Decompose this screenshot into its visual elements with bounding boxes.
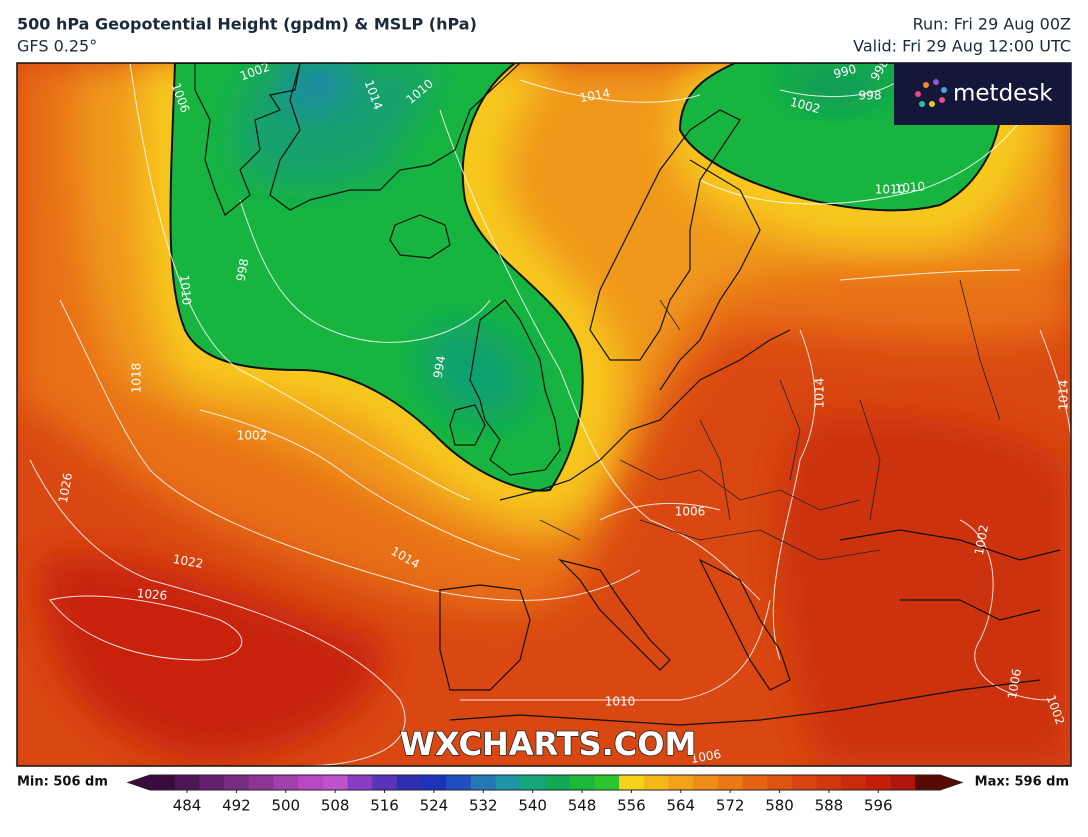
colorbar-swatch — [791, 775, 818, 790]
colorbar-swatch — [372, 775, 398, 790]
colorbar-arrow — [128, 775, 150, 790]
colorbar-swatch — [470, 775, 497, 790]
colorbar-swatch — [643, 775, 669, 790]
colorbar-swatch — [915, 775, 941, 790]
colorbar-swatch — [545, 775, 571, 790]
valid-time: Valid: Fri 29 Aug 12:00 UTC — [853, 37, 1071, 56]
colorbar-outline — [126, 774, 964, 791]
colorbar-swatch — [322, 775, 348, 790]
colorbar-tick-label: 484 — [173, 797, 202, 815]
colorbar: 484 492 500 508 516 524 532 540 548 556 564 572 580 5… — [126, 774, 964, 815]
subtitle: GFS 0.25° — [17, 37, 97, 56]
max-label: Max: 596 dm — [975, 775, 1069, 790]
colorbar-swatch — [150, 775, 176, 790]
colorbar-arrow — [940, 775, 962, 790]
colorbar-swatch — [347, 775, 373, 790]
colorbar-tick-label: 588 — [815, 797, 844, 815]
title: 500 hPa Geopotential Height (gpdm) & MSL… — [17, 15, 477, 34]
colorbar-tick-label: 572 — [716, 797, 745, 815]
min-label: Min: 506 dm — [17, 775, 108, 790]
logo: metdesk — [894, 63, 1071, 125]
colorbar-swatch — [816, 775, 842, 790]
colorbar-swatch — [619, 775, 645, 790]
colorbar-swatch — [569, 775, 595, 790]
isobar-label: 1014 — [1057, 380, 1071, 411]
isobar-label: 994 — [431, 354, 449, 379]
isobar-label: 1026 — [56, 472, 75, 505]
colorbar-tick-label: 580 — [765, 797, 794, 815]
isobar-label: 1010 — [894, 179, 926, 196]
colorbar-tick-label: 556 — [617, 797, 646, 815]
isobar-label: 998 — [859, 89, 882, 103]
isobar-label: 1014 — [579, 86, 612, 105]
colorbar-swatch — [693, 775, 719, 790]
isobar-label: 1006 — [675, 505, 706, 519]
isobar-label: 1010 — [605, 695, 636, 709]
colorbar-swatch — [742, 775, 768, 790]
colorbar-swatch — [890, 775, 916, 790]
isobar-label: 1010 — [177, 274, 194, 306]
colorbar-swatch — [421, 775, 447, 790]
colorbar-tick-label: 524 — [420, 797, 449, 815]
isobar-label: 1018 — [130, 363, 144, 394]
watermark: WXCHARTS.COM — [400, 725, 697, 763]
colorbar-swatch — [446, 775, 472, 790]
isobar-label: 1022 — [172, 552, 205, 571]
colorbar-tick-label: 564 — [666, 797, 695, 815]
coastlines — [194, 63, 1061, 726]
colorbar-swatch — [520, 775, 546, 790]
colorbar-tick-label: 540 — [518, 797, 547, 815]
colorbar-swatch — [199, 775, 225, 790]
colorbar-tick-label: 500 — [271, 797, 300, 815]
run-time: Run: Fri 29 Aug 00Z — [913, 15, 1071, 34]
colorbar-swatch — [668, 775, 694, 790]
colorbar-swatch — [298, 775, 324, 790]
isobar-label: 1002 — [972, 524, 991, 557]
colorbar-swatch — [396, 775, 423, 790]
isobar-label: 1002 — [237, 429, 268, 443]
isobar-label: 1026 — [136, 586, 168, 603]
isobar-label: 1006 — [690, 747, 723, 766]
colorbar-swatch — [717, 775, 743, 790]
colorbar-swatch — [224, 775, 250, 790]
colorbar-swatch — [273, 775, 299, 790]
map-frame — [16, 62, 1072, 767]
colorbar-tick-label: 508 — [321, 797, 350, 815]
isobar-label: 998 — [234, 257, 252, 282]
colorbar-swatch — [865, 775, 892, 790]
colorbar-swatch — [248, 775, 274, 790]
colorbar-swatch — [495, 775, 521, 790]
isobars — [29, 63, 1071, 766]
isobar-label: 1006 — [1005, 668, 1024, 701]
isobar-label: 1014 — [813, 378, 827, 409]
colorbar-tick-label: 532 — [469, 797, 498, 815]
isobar-label: 990 — [832, 62, 858, 81]
colorbar-swatch — [841, 775, 867, 790]
colorbar-swatch — [174, 775, 200, 790]
colorbar-tick-label: 492 — [222, 797, 251, 815]
colorbar-swatch — [594, 775, 620, 790]
colorbar-tick-label: 596 — [864, 797, 893, 815]
logo-text: metdesk — [953, 81, 1053, 107]
isobar-label: 1010 — [875, 183, 906, 197]
colorbar-tick-label: 548 — [568, 797, 597, 815]
colorbar-tick-label: 516 — [370, 797, 399, 815]
colorbar-swatch — [767, 775, 793, 790]
